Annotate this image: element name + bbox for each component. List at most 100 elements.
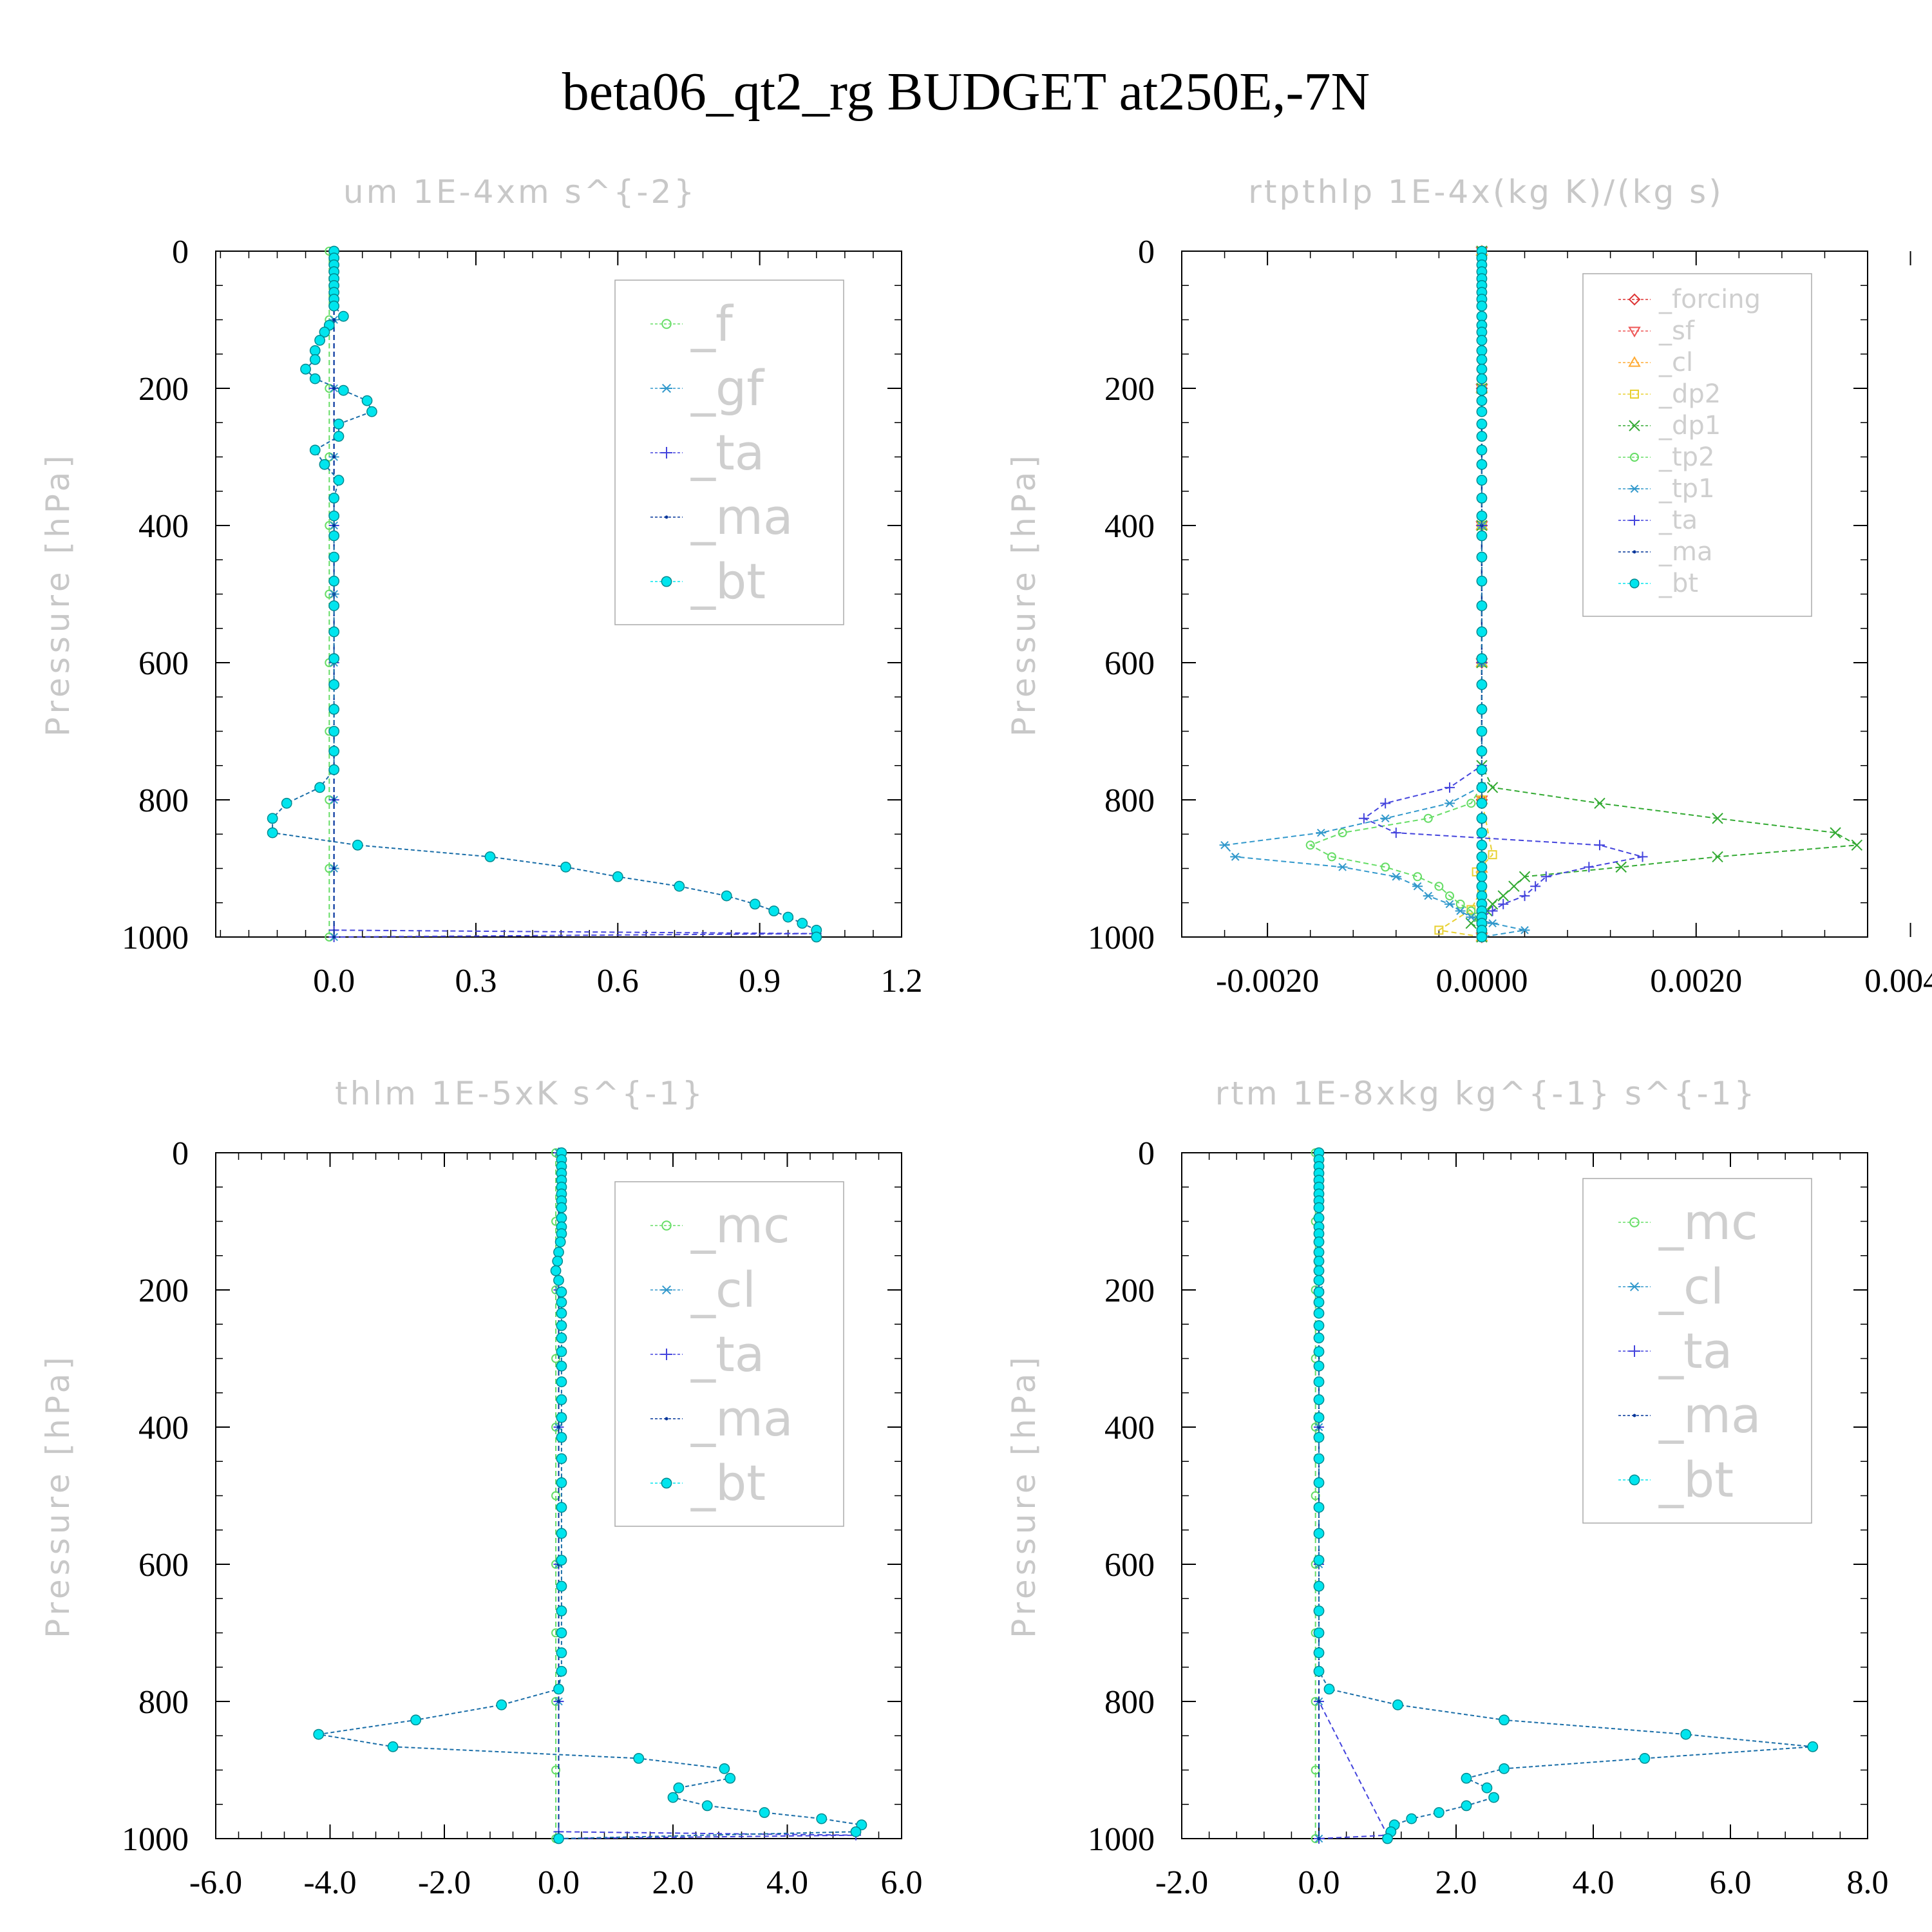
series-line <box>318 1153 863 1839</box>
data-point <box>1434 925 1444 935</box>
data-point <box>1594 840 1605 851</box>
legend-marker <box>661 383 672 393</box>
data-point <box>1851 839 1863 851</box>
data-point <box>551 1765 561 1775</box>
data-point <box>314 335 325 346</box>
y-tick-label: 800 <box>1104 782 1155 819</box>
data-point <box>1807 1741 1819 1752</box>
series-line <box>1318 1153 1389 1839</box>
data-point <box>1337 863 1348 871</box>
data-point <box>1476 653 1488 665</box>
data-point <box>1444 799 1455 808</box>
data-point <box>1476 551 1488 563</box>
x-tick-label: 8.0 <box>1847 1864 1889 1901</box>
data-point <box>556 1502 567 1513</box>
data-point <box>281 797 292 809</box>
data-point <box>1313 1412 1325 1423</box>
y-tick-label: 400 <box>138 508 189 545</box>
series-line <box>1362 251 1643 937</box>
data-point <box>1476 406 1488 417</box>
data-point <box>1313 1580 1325 1592</box>
data-point <box>1313 1202 1325 1213</box>
legend-marker <box>1628 293 1641 306</box>
data-point <box>1230 853 1241 861</box>
y-tick-label: 400 <box>1104 508 1155 545</box>
data-point <box>1327 852 1336 862</box>
y-axis-label: Pressure [hPa] <box>1005 1353 1043 1638</box>
data-point <box>1476 384 1488 396</box>
y-tick-label: 200 <box>1104 371 1155 408</box>
data-point <box>1313 1665 1325 1677</box>
chart-panel-1: um 1E-4xm s^{-2} Pressure [hPa] 0.0 0.3 0.6 0… <box>39 173 923 999</box>
data-point <box>556 1286 567 1298</box>
y-tick-label: 1000 <box>122 920 189 956</box>
data-point <box>1476 475 1488 486</box>
y-tick-label: 600 <box>1104 645 1155 682</box>
y-tick-label: 200 <box>138 371 189 408</box>
legend: _f _gf _ta _ma _bt <box>614 279 844 625</box>
data-point <box>556 1212 567 1224</box>
data-point <box>673 1782 685 1794</box>
plot-frame <box>1181 1152 1868 1839</box>
data-point <box>328 530 340 542</box>
y-tick-label: 600 <box>1104 1547 1155 1584</box>
series-bt <box>313 1147 867 1844</box>
data-point <box>1466 906 1476 916</box>
data-point <box>1488 1792 1499 1803</box>
series-bt <box>1313 1147 1819 1844</box>
y-tick-label: 1000 <box>1088 920 1155 956</box>
legend-marker <box>1629 578 1640 589</box>
data-point <box>332 386 336 390</box>
data-point <box>1476 871 1488 882</box>
series-bt <box>267 245 822 943</box>
data-point <box>554 1236 566 1247</box>
data-point <box>328 764 340 775</box>
data-point <box>337 310 349 322</box>
legend-marker <box>1633 550 1636 554</box>
data-point <box>332 455 336 459</box>
data-point <box>332 318 336 321</box>
data-point <box>1476 345 1488 356</box>
data-point <box>556 1477 567 1488</box>
data-point <box>1313 1502 1325 1513</box>
data-point <box>1313 1477 1325 1488</box>
x-tick-label: 2.0 <box>1435 1864 1477 1901</box>
data-point <box>1313 1265 1325 1276</box>
data-point <box>1476 931 1488 943</box>
data-point <box>1317 1700 1321 1703</box>
legend-marker <box>1630 390 1639 399</box>
y-tick-label: 1000 <box>122 1821 189 1858</box>
legend-label: _forcing <box>1658 285 1761 314</box>
data-point <box>674 880 685 892</box>
data-point <box>484 851 496 862</box>
x-tick-label: 2.0 <box>652 1864 694 1901</box>
legend-label: _bt <box>690 1454 766 1511</box>
data-point <box>1476 851 1488 862</box>
data-point <box>1313 1286 1325 1298</box>
series-line <box>1318 1153 1813 1839</box>
data-point <box>1476 418 1488 430</box>
data-point <box>1317 1837 1321 1841</box>
data-point <box>319 459 330 470</box>
legend-marker <box>665 1417 668 1421</box>
data-point <box>556 1647 567 1658</box>
data-point <box>1219 840 1230 849</box>
data-point <box>556 1202 567 1213</box>
figure-title: beta06_qt2_rg BUDGET at250E,-7N <box>562 62 1370 122</box>
data-point <box>1382 1833 1393 1844</box>
x-tick-label: -0.0020 <box>1216 963 1319 999</box>
data-point <box>309 354 321 365</box>
legend-label: _dp1 <box>1658 411 1721 440</box>
data-point <box>724 1772 736 1784</box>
data-point <box>1476 354 1488 365</box>
data-point <box>1316 828 1327 837</box>
data-point <box>300 363 311 375</box>
data-point <box>556 1296 567 1308</box>
legend-marker <box>1628 356 1641 367</box>
x-tick-label: -2.0 <box>1155 1864 1208 1901</box>
data-point <box>328 679 340 690</box>
data-point <box>1323 1683 1335 1695</box>
data-point <box>333 418 345 430</box>
